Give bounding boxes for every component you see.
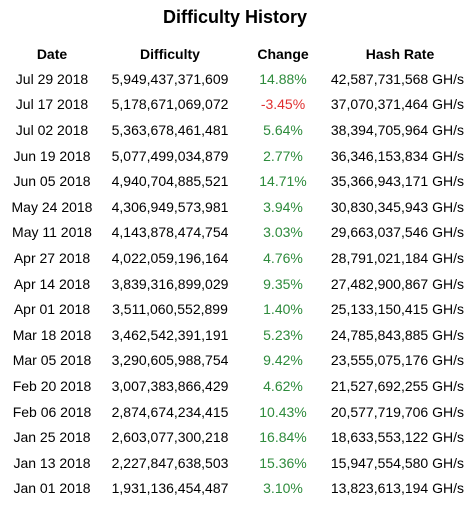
table-row: Jan 01 2018 1,931,136,454,487 3.10% 13,823,… <box>0 476 470 502</box>
difficulty-cell: 2,603,077,300,218 <box>111 429 229 446</box>
difficulty-cell: 3,511,060,552,899 <box>112 301 228 318</box>
date-cell: Apr 14 2018 <box>13 275 91 292</box>
date-cell: Jun 05 2018 <box>13 173 91 190</box>
hashrate-cell: 25,133,150,415 GH/s <box>330 301 464 318</box>
date-cell: Feb 20 2018 <box>12 377 92 394</box>
difficulty-cell: 5,949,437,371,609 <box>111 70 229 87</box>
change-cell: 16.84% <box>259 429 307 446</box>
table-row: Feb 20 2018 3,007,383,866,429 4.62% 21,527,… <box>0 373 470 399</box>
difficulty-cell: 3,462,542,391,191 <box>111 326 229 343</box>
difficulty-cell: 3,007,383,866,429 <box>111 377 229 394</box>
hashrate-cell: 28,791,021,184 GH/s <box>330 249 464 266</box>
change-cell: 5.23% <box>263 326 303 343</box>
date-cell: Jan 01 2018 <box>13 480 91 497</box>
change-cell: 3.10% <box>263 480 303 497</box>
difficulty-table: Date Difficulty Change Hash Rate Jul 29 … <box>0 42 470 501</box>
table-row: Mar 05 2018 3,290,605,988,754 9.42% 23,555,… <box>0 348 470 374</box>
change-cell: 14.88% <box>259 70 307 87</box>
column-header-change: Change <box>257 46 309 62</box>
hashrate-cell: 37,070,371,464 GH/s <box>330 96 464 113</box>
hashrate-cell: 42,587,731,568 GH/s <box>330 70 464 87</box>
change-cell: 3.94% <box>263 198 303 215</box>
change-cell: 4.62% <box>263 377 303 394</box>
change-cell: 1.40% <box>263 301 303 318</box>
difficulty-cell: 5,178,671,069,072 <box>111 96 229 113</box>
hashrate-cell: 38,394,705,964 GH/s <box>330 121 464 138</box>
hashrate-cell: 18,633,553,122 GH/s <box>330 429 464 446</box>
hashrate-cell: 21,527,692,255 GH/s <box>330 377 464 394</box>
table-row: Jun 05 2018 4,940,704,885,521 14.71% 35,366… <box>0 168 470 194</box>
column-header-date: Date <box>36 46 68 62</box>
difficulty-cell: 2,227,847,638,503 <box>111 454 229 471</box>
column-header-difficulty: Difficulty <box>140 46 200 62</box>
difficulty-cell: 2,874,674,234,415 <box>111 403 229 420</box>
table-row: Jun 19 2018 5,077,499,034,879 2.77% 36,346,… <box>0 143 470 169</box>
table-row: Jul 17 2018 5,178,671,069,072 -3.45% 37,070… <box>0 92 470 118</box>
table-row: Apr 27 2018 4,022,059,196,164 4.76% 28,791,… <box>0 245 470 271</box>
date-cell: Jul 29 2018 <box>15 70 89 87</box>
difficulty-cell: 1,931,136,454,487 <box>111 480 229 497</box>
change-cell: 5.64% <box>263 121 303 138</box>
hashrate-cell: 20,577,719,706 GH/s <box>330 403 464 420</box>
difficulty-cell: 5,363,678,461,481 <box>111 121 229 138</box>
column-header-hashrate: Hash Rate <box>365 46 435 62</box>
date-cell: Jul 17 2018 <box>15 96 89 113</box>
date-cell: Feb 06 2018 <box>12 403 92 420</box>
hashrate-cell: 24,785,843,885 GH/s <box>330 326 464 343</box>
table-row: May 24 2018 4,306,949,573,981 3.94% 30,830,… <box>0 194 470 220</box>
table-row: Feb 06 2018 2,874,674,234,415 10.43% 20,577… <box>0 399 470 425</box>
hashrate-cell: 13,823,613,194 GH/s <box>330 480 464 497</box>
hashrate-cell: 23,555,075,176 GH/s <box>330 352 464 369</box>
hashrate-cell: 35,366,943,171 GH/s <box>330 173 464 190</box>
change-cell: 9.35% <box>263 275 303 292</box>
table-header: Date Difficulty Change Hash Rate <box>0 42 470 66</box>
table-row: Jan 25 2018 2,603,077,300,218 16.84% 18,633… <box>0 424 470 450</box>
change-cell: 14.71% <box>259 173 307 190</box>
table-row: Jul 29 2018 5,949,437,371,609 14.88% 42,587… <box>0 66 470 92</box>
date-cell: Mar 18 2018 <box>12 326 92 343</box>
date-cell: Jun 19 2018 <box>13 147 91 164</box>
date-cell: Apr 27 2018 <box>13 249 91 266</box>
table-row: Jul 02 2018 5,363,678,461,481 5.64% 38,394,… <box>0 117 470 143</box>
date-cell: May 24 2018 <box>11 198 93 215</box>
difficulty-cell: 4,940,704,885,521 <box>111 173 229 190</box>
difficulty-cell: 4,143,878,474,754 <box>111 224 229 241</box>
hashrate-cell: 36,346,153,834 GH/s <box>330 147 464 164</box>
date-cell: Mar 05 2018 <box>12 352 92 369</box>
change-cell: 10.43% <box>259 403 307 420</box>
difficulty-cell: 3,839,316,899,029 <box>111 275 229 292</box>
change-cell: 2.77% <box>263 147 303 164</box>
table-row: Apr 14 2018 3,839,316,899,029 9.35% 27,482,… <box>0 271 470 297</box>
change-cell: 4.76% <box>263 249 303 266</box>
hashrate-cell: 15,947,554,580 GH/s <box>330 454 464 471</box>
date-cell: Jul 02 2018 <box>15 121 89 138</box>
difficulty-cell: 3,290,605,988,754 <box>111 352 229 369</box>
page-title: Difficulty History <box>162 7 308 27</box>
table-row: Mar 18 2018 3,462,542,391,191 5.23% 24,785,… <box>0 322 470 348</box>
table-row: Jan 13 2018 2,227,847,638,503 15.36% 15,947… <box>0 450 470 476</box>
date-cell: Jan 25 2018 <box>13 429 91 446</box>
difficulty-cell: 5,077,499,034,879 <box>111 147 229 164</box>
hashrate-cell: 30,830,345,943 GH/s <box>330 198 464 215</box>
table-row: May 11 2018 4,143,878,474,754 3.03% 29,663,… <box>0 220 470 246</box>
date-cell: Apr 01 2018 <box>13 301 91 318</box>
difficulty-cell: 4,022,059,196,164 <box>111 249 229 266</box>
table-row: Apr 01 2018 3,511,060,552,899 1.40% 25,133,… <box>0 296 470 322</box>
change-cell: 9.42% <box>263 352 303 369</box>
change-cell: -3.45% <box>260 96 306 113</box>
change-cell: 3.03% <box>263 224 303 241</box>
table-body: Jul 29 2018 5,949,437,371,609 14.88% 42,587… <box>0 66 470 501</box>
hashrate-cell: 27,482,900,867 GH/s <box>330 275 464 292</box>
hashrate-cell: 29,663,037,546 GH/s <box>330 224 464 241</box>
difficulty-cell: 4,306,949,573,981 <box>111 198 229 215</box>
header-row: Date Difficulty Change Hash Rate <box>0 42 470 66</box>
date-cell: Jan 13 2018 <box>13 454 91 471</box>
date-cell: May 11 2018 <box>12 224 92 241</box>
change-cell: 15.36% <box>259 454 307 471</box>
